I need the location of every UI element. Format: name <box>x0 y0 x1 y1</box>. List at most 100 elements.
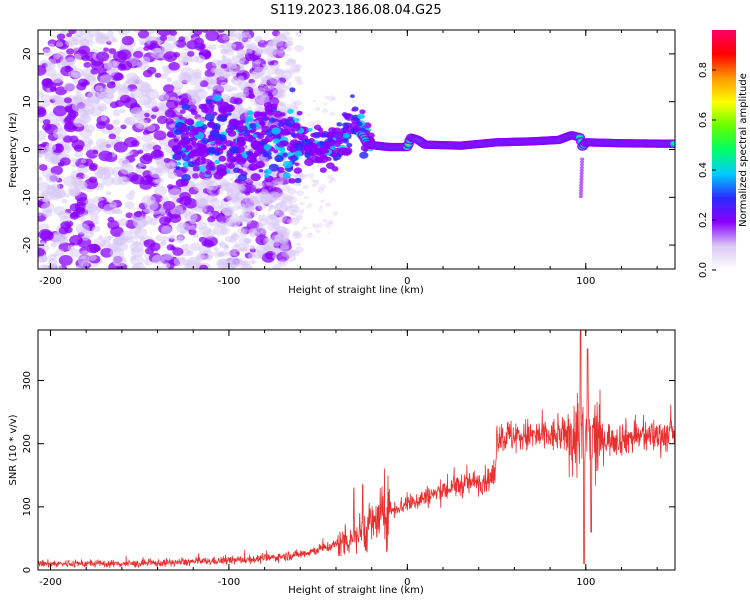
spectrogram-cell <box>188 228 197 236</box>
spectrogram-cell <box>83 144 92 151</box>
spectrogram-cell <box>260 156 266 161</box>
spectrogram-cell <box>47 58 57 66</box>
spectrogram-cell <box>334 147 340 153</box>
spectrogram-cell <box>255 93 270 105</box>
spectrogram-cell <box>267 46 278 55</box>
spectrogram-cell <box>230 63 241 72</box>
spectrogram-cell <box>236 78 242 82</box>
spectrogram-cell <box>160 210 167 215</box>
spectrogram-cell <box>169 30 178 36</box>
spectrogram-cell <box>268 117 276 123</box>
spectrogram-cell <box>235 260 242 264</box>
spectrogram-cell <box>267 204 275 210</box>
spectrogram-cell <box>228 33 238 41</box>
spectrogram-cell <box>229 237 237 244</box>
spectrogram-cell <box>248 259 255 265</box>
spectrogram-cell <box>223 73 230 79</box>
spectrogram-cell <box>81 54 90 62</box>
spectrogram-cell <box>48 43 55 48</box>
spectrogram-cell <box>160 73 168 79</box>
spectrogram-cell <box>258 168 264 173</box>
spectrogram-cell <box>226 68 236 76</box>
spectrogram-cell <box>247 49 255 56</box>
colorbar-tick: 0.4 <box>698 162 709 178</box>
spectrogram-cell <box>162 200 176 211</box>
spectrogram-cell <box>225 187 234 194</box>
spectrogram-cell <box>331 96 336 100</box>
spectrogram-cell <box>328 127 337 134</box>
spectrogram-cell <box>249 205 256 211</box>
spectrogram-cell <box>261 91 269 97</box>
spectrogram-cell <box>230 264 236 269</box>
spectrogram-cell <box>38 210 43 217</box>
spectrogram-cell <box>268 204 275 209</box>
spectrogram-cell <box>295 30 304 38</box>
spectrogram-cell <box>218 68 228 76</box>
spectrogram-cell <box>284 61 290 66</box>
spectrogram-cell <box>200 156 206 161</box>
spectrogram-cell <box>281 250 290 257</box>
spectrogram-cell <box>328 221 333 225</box>
spectrogram-cell <box>293 167 303 174</box>
spectrogram-cell <box>142 152 154 162</box>
spectrogram-cell <box>180 132 189 140</box>
spectrogram-cell <box>124 137 138 148</box>
spectrogram-cell <box>323 141 332 148</box>
spectrogram-cell <box>235 183 245 191</box>
spectrogram-cell <box>185 118 195 125</box>
spectrogram-cell <box>210 141 215 145</box>
spectrogram-cell <box>273 38 284 47</box>
spectrogram-cell <box>180 229 187 235</box>
spectrogram-cell <box>319 205 324 209</box>
spectrogram-cell <box>102 203 117 215</box>
spectrogram-cell <box>230 92 236 97</box>
spectrogram-cell <box>295 214 303 221</box>
spectrogram-cell <box>252 144 260 151</box>
spectrogram-y-tick: -10 <box>22 189 33 205</box>
spectrogram-cell <box>238 237 249 246</box>
spectrogram-cell <box>216 84 226 92</box>
spectrogram-cell <box>165 118 174 125</box>
spectrogram-cell <box>199 264 208 269</box>
spectrogram-cell <box>112 255 127 267</box>
spectrogram-cell <box>231 197 242 205</box>
spectrogram-cell <box>55 86 67 96</box>
spectrogram-cell <box>187 152 196 159</box>
colorbar-tick: 0.2 <box>698 212 709 228</box>
spectrogram-cell <box>42 119 51 125</box>
spectrogram-cell <box>86 91 102 103</box>
spectrogram-cell <box>274 234 283 241</box>
spectrogram-cell <box>245 46 254 53</box>
spectrogram-cell <box>74 180 88 191</box>
spectrogram-cell <box>117 218 128 227</box>
spectrogram-cell <box>292 208 298 212</box>
spectrogram-cell <box>287 81 292 86</box>
spectrogram-cell <box>248 163 258 171</box>
spectrogram-cell <box>293 63 302 70</box>
spectrogram-cell <box>143 239 156 249</box>
spectrogram-cell <box>326 174 334 180</box>
spectrogram-cell <box>144 247 154 255</box>
spectrogram-cell <box>137 30 150 39</box>
spectrogram-cell <box>579 180 584 184</box>
colorbar-gradient <box>712 30 736 270</box>
spectrogram-cell <box>257 202 267 210</box>
spectrogram-cell <box>232 182 242 190</box>
spectrogram-cell <box>241 260 249 266</box>
spectrogram-cell <box>266 41 276 49</box>
spectrogram-cell <box>269 76 281 85</box>
spectrogram-x-tick: 0 <box>404 276 410 287</box>
spectrogram-cell <box>181 103 190 111</box>
spectrogram-cell <box>86 243 100 254</box>
spectrogram-cell <box>166 77 173 82</box>
spectrogram-cell <box>247 253 257 260</box>
spectrogram-cell <box>90 68 99 75</box>
spectrogram-cell <box>308 232 312 236</box>
spectrogram-cell <box>307 203 313 208</box>
spectrogram-cell <box>38 164 48 171</box>
spectrogram-cell <box>233 231 238 236</box>
spectrogram-cell <box>257 40 268 48</box>
spectrogram-cell <box>296 110 303 116</box>
spectrogram-y-tick: 20 <box>22 48 33 61</box>
spectrogram-cell <box>267 84 275 91</box>
